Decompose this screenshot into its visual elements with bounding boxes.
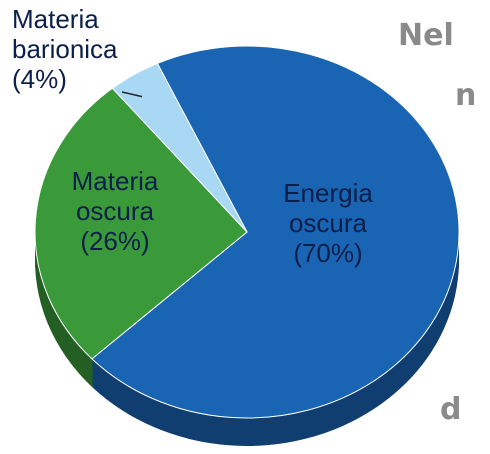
slice-label: Materia oscura (26%) xyxy=(50,166,180,256)
value-label: (26%) xyxy=(80,226,150,256)
category-label: Materia oscura xyxy=(71,166,159,226)
slice-label: Energia oscura (70%) xyxy=(248,178,408,268)
leader-line xyxy=(121,91,143,98)
category-label: Energia oscura xyxy=(283,178,373,238)
value-label: (70%) xyxy=(293,238,363,268)
category-label: Materia barionica xyxy=(12,4,118,64)
annotation: Nel xyxy=(398,18,454,53)
slice xyxy=(34,87,248,360)
annotation: n xyxy=(455,78,477,113)
slice xyxy=(91,45,460,419)
slice-label: Materia barionica (4%) xyxy=(0,4,150,94)
annotation: d xyxy=(440,392,462,427)
value-label: (4%) xyxy=(12,64,67,94)
slice xyxy=(111,62,248,233)
